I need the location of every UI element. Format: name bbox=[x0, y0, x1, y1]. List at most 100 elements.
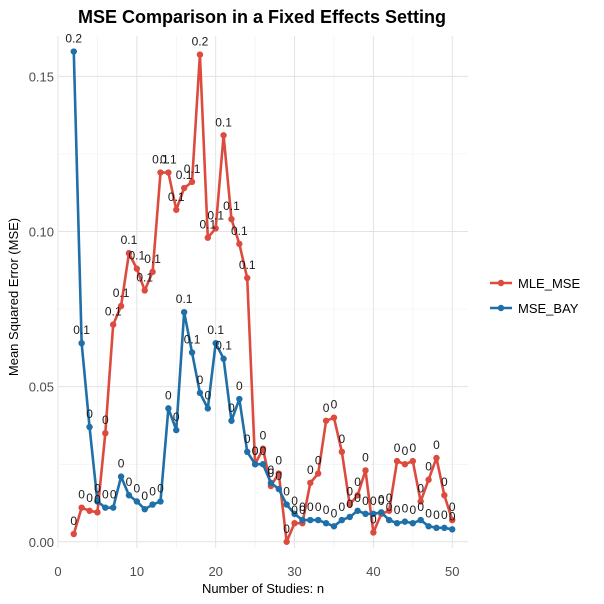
data-point-mse-bay bbox=[385, 516, 393, 524]
data-point-mle-mse bbox=[102, 429, 109, 437]
legend-item-mle-mse: MLE_MSE bbox=[490, 276, 580, 291]
data-label-mse-bay: 0 bbox=[362, 494, 369, 508]
x-axis-title: Number of Studies: n bbox=[202, 581, 324, 596]
data-label-mle-mse: 0 bbox=[425, 460, 432, 474]
data-label-mse-bay: 0 bbox=[339, 500, 346, 514]
data-label-mse-bay: 0.1 bbox=[176, 292, 193, 306]
data-point-mle-mse bbox=[259, 445, 267, 452]
data-point-mle-mse bbox=[117, 302, 125, 310]
data-label-mle-mse: 0 bbox=[378, 494, 385, 508]
data-label-mle-mse: 0.1 bbox=[121, 233, 138, 247]
data-label-mse-bay: 0 bbox=[244, 432, 251, 446]
data-point-mle-mse bbox=[228, 215, 235, 223]
data-point-mle-mse bbox=[338, 448, 346, 456]
axes: 0 10 20 30 40 500.000.050.100.15 bbox=[29, 69, 460, 579]
data-point-mle-mse bbox=[94, 509, 101, 516]
data-point-mse-bay bbox=[133, 498, 141, 505]
data-point-mse-bay bbox=[425, 523, 432, 530]
x-tick-label: 20 bbox=[208, 564, 222, 579]
data-point-mse-bay bbox=[441, 524, 448, 532]
series-mle-mse bbox=[70, 51, 456, 545]
data-point-mse-bay bbox=[244, 448, 251, 456]
data-label-mse-bay: 0 bbox=[417, 500, 424, 514]
data-label-mle-mse: 0.1 bbox=[176, 168, 193, 182]
data-label-mse-bay: 0 bbox=[275, 469, 282, 483]
data-label-mle-mse: 0.2 bbox=[192, 35, 209, 49]
data-point-mle-mse bbox=[441, 492, 448, 499]
data-label-mle-mse: 0 bbox=[102, 413, 109, 427]
data-point-mle-mse bbox=[244, 274, 251, 282]
data-point-mse-bay bbox=[409, 519, 417, 527]
data-point-mle-mse bbox=[330, 414, 338, 421]
data-point-mse-bay bbox=[196, 389, 204, 397]
x-tick-label: 0 bbox=[54, 564, 61, 579]
data-label-mle-mse: 0.1 bbox=[144, 252, 161, 266]
data-point-mle-mse bbox=[133, 265, 141, 272]
data-point-mle-mse bbox=[157, 169, 164, 176]
data-point-mse-bay bbox=[291, 510, 298, 518]
data-label-mle-mse: 0 bbox=[307, 463, 314, 477]
data-point-mle-mse bbox=[362, 467, 369, 474]
data-label-mse-bay: 0 bbox=[402, 502, 409, 516]
data-label-mse-bay: 0 bbox=[354, 491, 361, 505]
data-point-mle-mse bbox=[291, 519, 298, 527]
data-point-mle-mse bbox=[188, 178, 196, 186]
data-label-mle-mse: 0 bbox=[370, 512, 377, 526]
chart-title: MSE Comparison in a Fixed Effects Settin… bbox=[78, 7, 446, 27]
data-point-mle-mse bbox=[149, 268, 156, 276]
data-label-mse-bay: 0 bbox=[149, 485, 156, 499]
data-point-mse-bay bbox=[125, 492, 133, 499]
data-label-mle-mse: 0.1 bbox=[160, 153, 177, 167]
y-tick-label: 0.15 bbox=[29, 69, 54, 84]
data-point-mle-mse bbox=[165, 169, 172, 176]
data-point-mse-bay bbox=[212, 340, 219, 347]
data-point-mse-bay bbox=[401, 518, 409, 525]
data-point-mse-bay bbox=[141, 506, 148, 513]
data-point-mse-bay bbox=[267, 479, 275, 487]
data-point-mle-mse bbox=[393, 457, 401, 465]
data-point-mse-bay bbox=[86, 423, 93, 431]
data-point-mle-mse bbox=[449, 516, 456, 524]
data-point-mle-mse bbox=[385, 507, 393, 514]
data-label-mse-bay: 0 bbox=[323, 503, 330, 517]
x-tick-label: 40 bbox=[366, 564, 380, 579]
data-point-mse-bay bbox=[283, 501, 290, 508]
data-label-mse-bay: 0 bbox=[236, 379, 243, 393]
data-label-mle-mse: 0.1 bbox=[231, 224, 248, 238]
data-label-mse-bay: 0 bbox=[118, 457, 125, 471]
data-label-mse-bay: 0.1 bbox=[184, 333, 201, 347]
data-point-mse-bay bbox=[228, 417, 235, 424]
data-label-mle-mse: 0 bbox=[417, 481, 424, 495]
data-label-mle-mse: 0 bbox=[394, 441, 401, 455]
data-point-mse-bay bbox=[117, 473, 125, 480]
data-label-mse-bay: 0 bbox=[165, 388, 172, 402]
x-tick-label: 30 bbox=[287, 564, 301, 579]
data-label-mse-bay: 0 bbox=[94, 481, 101, 495]
data-point-mle-mse bbox=[354, 492, 361, 499]
data-point-mse-bay bbox=[299, 516, 306, 524]
legend-key-point bbox=[497, 304, 505, 312]
data-label-mse-bay: 0 bbox=[228, 401, 235, 415]
data-label-mle-mse: 0.1 bbox=[136, 270, 153, 284]
data-point-mse-bay bbox=[449, 526, 456, 533]
data-label-mse-bay: 0 bbox=[307, 500, 314, 514]
data-point-mle-mse bbox=[236, 240, 243, 248]
data-point-mse-bay bbox=[70, 48, 77, 55]
data-label-mse-bay: 0 bbox=[141, 489, 148, 503]
legend-item-mse-bay: MSE_BAY bbox=[490, 301, 579, 316]
data-point-mle-mse bbox=[409, 457, 417, 465]
data-label-mse-bay: 0.2 bbox=[65, 32, 82, 46]
data-label-mse-bay: 0 bbox=[425, 506, 432, 520]
data-label-mle-mse: 0 bbox=[86, 491, 93, 505]
data-label-mse-bay: 0 bbox=[134, 481, 141, 495]
data-point-mse-bay bbox=[78, 340, 85, 347]
data-label-mle-mse: 0 bbox=[354, 475, 361, 489]
data-label-mle-mse: 0.1 bbox=[168, 190, 185, 204]
data-point-mse-bay bbox=[109, 504, 117, 511]
data-label-mse-bay: 0 bbox=[299, 500, 306, 514]
data-point-mse-bay bbox=[433, 524, 440, 532]
data-label-mle-mse: 0.1 bbox=[207, 208, 224, 222]
data-label-mle-mse: 0 bbox=[291, 503, 298, 517]
data-label-mle-mse: 0 bbox=[299, 503, 306, 517]
series-line-mle-mse bbox=[72, 53, 454, 544]
